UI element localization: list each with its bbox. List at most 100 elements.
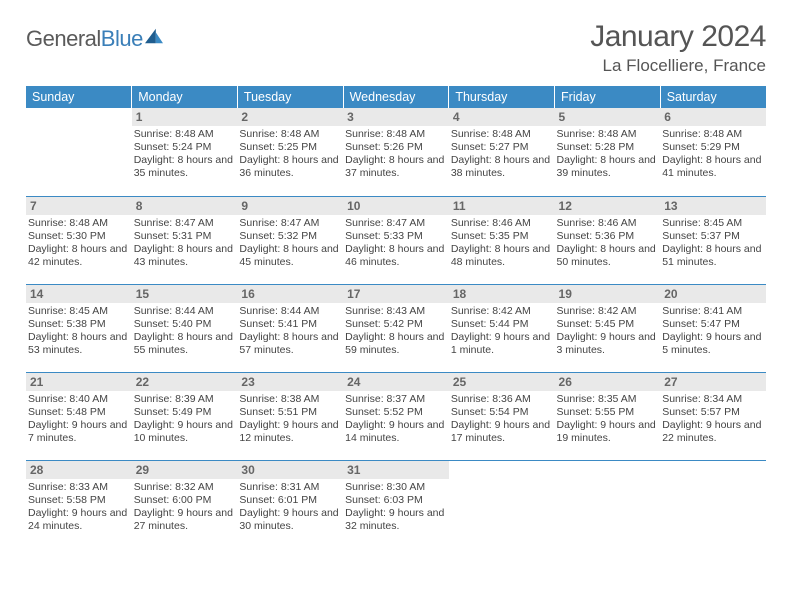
sunrise-text: Sunrise: 8:48 AM [662, 128, 762, 141]
day-number: 12 [555, 197, 661, 215]
sunrise-text: Sunrise: 8:32 AM [134, 481, 234, 494]
calendar-day-cell: 16Sunrise: 8:44 AMSunset: 5:41 PMDayligh… [237, 284, 343, 372]
day-number: 16 [237, 285, 343, 303]
daylight-text: Daylight: 9 hours and 1 minute. [451, 331, 551, 357]
header: GeneralBlue January 2024 La Flocelliere,… [26, 20, 766, 76]
calendar-day-cell: 20Sunrise: 8:41 AMSunset: 5:47 PMDayligh… [660, 284, 766, 372]
sunset-text: Sunset: 5:27 PM [451, 141, 551, 154]
calendar-day-cell: . [660, 460, 766, 548]
daylight-text: Daylight: 8 hours and 43 minutes. [134, 243, 234, 269]
day-number: 20 [660, 285, 766, 303]
day-details: Sunrise: 8:39 AMSunset: 5:49 PMDaylight:… [132, 391, 238, 447]
sunset-text: Sunset: 5:33 PM [345, 230, 445, 243]
sunset-text: Sunset: 5:48 PM [28, 406, 128, 419]
weekday-header: Saturday [660, 86, 766, 108]
weekday-header: Sunday [26, 86, 132, 108]
sunset-text: Sunset: 5:58 PM [28, 494, 128, 507]
day-details: Sunrise: 8:44 AMSunset: 5:40 PMDaylight:… [132, 303, 238, 359]
weekday-header: Tuesday [237, 86, 343, 108]
sunset-text: Sunset: 5:35 PM [451, 230, 551, 243]
daylight-text: Daylight: 9 hours and 27 minutes. [134, 507, 234, 533]
day-number: 18 [449, 285, 555, 303]
sunrise-text: Sunrise: 8:39 AM [134, 393, 234, 406]
day-number: 26 [555, 373, 661, 391]
calendar-day-cell: 1Sunrise: 8:48 AMSunset: 5:24 PMDaylight… [132, 108, 238, 196]
calendar-week-row: 14Sunrise: 8:45 AMSunset: 5:38 PMDayligh… [26, 284, 766, 372]
logo: GeneralBlue [26, 20, 165, 52]
daylight-text: Daylight: 8 hours and 45 minutes. [239, 243, 339, 269]
weekday-header: Wednesday [343, 86, 449, 108]
day-number: 31 [343, 461, 449, 479]
day-number: 14 [26, 285, 132, 303]
day-number: 17 [343, 285, 449, 303]
weekday-header: Friday [555, 86, 661, 108]
day-details: Sunrise: 8:47 AMSunset: 5:32 PMDaylight:… [237, 215, 343, 271]
daylight-text: Daylight: 8 hours and 42 minutes. [28, 243, 128, 269]
day-details: Sunrise: 8:46 AMSunset: 5:36 PMDaylight:… [555, 215, 661, 271]
day-number: 7 [26, 197, 132, 215]
day-number: 22 [132, 373, 238, 391]
calendar-day-cell: 27Sunrise: 8:34 AMSunset: 5:57 PMDayligh… [660, 372, 766, 460]
daylight-text: Daylight: 9 hours and 10 minutes. [134, 419, 234, 445]
daylight-text: Daylight: 8 hours and 46 minutes. [345, 243, 445, 269]
sunset-text: Sunset: 5:57 PM [662, 406, 762, 419]
daylight-text: Daylight: 8 hours and 53 minutes. [28, 331, 128, 357]
logo-text: GeneralBlue [26, 26, 143, 52]
sunrise-text: Sunrise: 8:43 AM [345, 305, 445, 318]
day-number: 4 [449, 108, 555, 126]
sunset-text: Sunset: 5:52 PM [345, 406, 445, 419]
day-details: Sunrise: 8:48 AMSunset: 5:25 PMDaylight:… [237, 126, 343, 182]
day-details: Sunrise: 8:37 AMSunset: 5:52 PMDaylight:… [343, 391, 449, 447]
sunset-text: Sunset: 5:47 PM [662, 318, 762, 331]
day-number: 28 [26, 461, 132, 479]
sunrise-text: Sunrise: 8:38 AM [239, 393, 339, 406]
sunrise-text: Sunrise: 8:42 AM [557, 305, 657, 318]
daylight-text: Daylight: 9 hours and 3 minutes. [557, 331, 657, 357]
day-details: Sunrise: 8:34 AMSunset: 5:57 PMDaylight:… [660, 391, 766, 447]
sunset-text: Sunset: 5:40 PM [134, 318, 234, 331]
sunset-text: Sunset: 5:30 PM [28, 230, 128, 243]
weekday-header: Monday [132, 86, 238, 108]
sunrise-text: Sunrise: 8:46 AM [451, 217, 551, 230]
sunrise-text: Sunrise: 8:35 AM [557, 393, 657, 406]
sunrise-text: Sunrise: 8:36 AM [451, 393, 551, 406]
daylight-text: Daylight: 8 hours and 37 minutes. [345, 154, 445, 180]
sunset-text: Sunset: 5:55 PM [557, 406, 657, 419]
sunrise-text: Sunrise: 8:45 AM [28, 305, 128, 318]
sunset-text: Sunset: 5:45 PM [557, 318, 657, 331]
sunrise-text: Sunrise: 8:48 AM [239, 128, 339, 141]
day-details: Sunrise: 8:45 AMSunset: 5:37 PMDaylight:… [660, 215, 766, 271]
calendar-day-cell: 31Sunrise: 8:30 AMSunset: 6:03 PMDayligh… [343, 460, 449, 548]
day-details: Sunrise: 8:42 AMSunset: 5:45 PMDaylight:… [555, 303, 661, 359]
daylight-text: Daylight: 8 hours and 48 minutes. [451, 243, 551, 269]
daylight-text: Daylight: 9 hours and 19 minutes. [557, 419, 657, 445]
sunrise-text: Sunrise: 8:46 AM [557, 217, 657, 230]
sunset-text: Sunset: 5:24 PM [134, 141, 234, 154]
calendar-body: .1Sunrise: 8:48 AMSunset: 5:24 PMDayligh… [26, 108, 766, 548]
daylight-text: Daylight: 9 hours and 24 minutes. [28, 507, 128, 533]
calendar-page: GeneralBlue January 2024 La Flocelliere,… [0, 0, 792, 558]
day-details: Sunrise: 8:47 AMSunset: 5:31 PMDaylight:… [132, 215, 238, 271]
day-details: Sunrise: 8:48 AMSunset: 5:24 PMDaylight:… [132, 126, 238, 182]
day-number: 8 [132, 197, 238, 215]
calendar-day-cell: 8Sunrise: 8:47 AMSunset: 5:31 PMDaylight… [132, 196, 238, 284]
daylight-text: Daylight: 8 hours and 51 minutes. [662, 243, 762, 269]
day-number: 6 [660, 108, 766, 126]
sunrise-text: Sunrise: 8:47 AM [239, 217, 339, 230]
calendar-day-cell: 5Sunrise: 8:48 AMSunset: 5:28 PMDaylight… [555, 108, 661, 196]
sunset-text: Sunset: 5:51 PM [239, 406, 339, 419]
sunrise-text: Sunrise: 8:31 AM [239, 481, 339, 494]
sunrise-text: Sunrise: 8:47 AM [134, 217, 234, 230]
calendar-week-row: 7Sunrise: 8:48 AMSunset: 5:30 PMDaylight… [26, 196, 766, 284]
day-details: Sunrise: 8:35 AMSunset: 5:55 PMDaylight:… [555, 391, 661, 447]
sunrise-text: Sunrise: 8:48 AM [345, 128, 445, 141]
sunrise-text: Sunrise: 8:44 AM [239, 305, 339, 318]
daylight-text: Daylight: 8 hours and 59 minutes. [345, 331, 445, 357]
daylight-text: Daylight: 9 hours and 22 minutes. [662, 419, 762, 445]
calendar-day-cell: 12Sunrise: 8:46 AMSunset: 5:36 PMDayligh… [555, 196, 661, 284]
day-details: Sunrise: 8:43 AMSunset: 5:42 PMDaylight:… [343, 303, 449, 359]
sunrise-text: Sunrise: 8:30 AM [345, 481, 445, 494]
daylight-text: Daylight: 8 hours and 41 minutes. [662, 154, 762, 180]
day-number: 29 [132, 461, 238, 479]
calendar-day-cell: . [26, 108, 132, 196]
